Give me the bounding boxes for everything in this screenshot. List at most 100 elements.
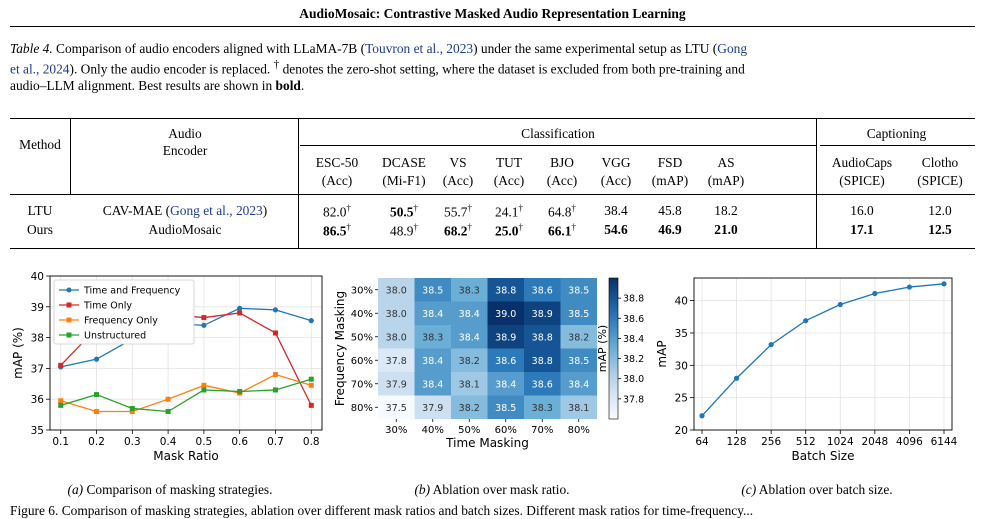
caption-text-5: audio–LLM alignment. Best results are sh…	[10, 78, 276, 94]
data-point	[129, 409, 135, 415]
running-header: AudioMosaic: Contrastive Masked Audio Re…	[299, 6, 686, 21]
data-point	[201, 315, 207, 321]
x-tick-label: 0.1	[52, 436, 69, 448]
y-axis-label: Frequency Masking	[333, 291, 347, 406]
heatmap-cell-label: 38.5	[568, 309, 589, 320]
heatmap-cell	[524, 372, 561, 396]
table-cell: 55.7†	[444, 203, 472, 220]
heatmap-cell-label: 38.4	[495, 379, 516, 390]
results-table: Method Audio Encoder Classification Capt…	[10, 118, 975, 249]
x-tick-label: 60%	[495, 425, 517, 436]
colorbar	[608, 277, 619, 420]
heatmap-cell-label: 38.3	[422, 332, 443, 343]
x-axis-label: Mask Ratio	[153, 449, 219, 463]
citation-gong-2024-cont[interactable]: et al., 2024	[10, 61, 70, 77]
dagger-mark: †	[467, 222, 472, 232]
heatmap-cell	[560, 325, 597, 349]
heatmap-cell-label: 38.3	[532, 403, 553, 414]
chart-masking-strategies: 35 36 37 38 39 40 0.1 0.2 0.3 0.4 0.5 0.6 0.7 0.8 Time…	[11, 271, 323, 463]
caption-text-2: ) under the same experimental setup as L…	[473, 41, 718, 56]
data-point	[308, 318, 314, 324]
data-point	[272, 387, 278, 393]
y-tick-label: 40%	[351, 309, 373, 320]
data-point	[308, 402, 314, 408]
caption-bold-word: bold	[275, 78, 301, 94]
heatmap-cell	[487, 301, 524, 325]
subheader-bjo: BJO	[550, 155, 574, 170]
dagger-mark: †	[346, 203, 351, 213]
x-tick-label: 0.7	[267, 436, 284, 448]
citation-gong-2023[interactable]: Gong et al., 2023	[170, 203, 263, 218]
table-caption: Table 4. Comparison of audio encoders al…	[10, 40, 975, 94]
data-point	[906, 284, 913, 290]
x-tick-label: 0.4	[160, 436, 177, 448]
data-point	[872, 290, 878, 297]
x-tick-label: 0.6	[231, 436, 248, 448]
subheader-vs: VS	[449, 155, 467, 170]
figure-caption-c-label: (c)	[741, 482, 757, 497]
y-tick-label: 70%	[351, 379, 373, 390]
y-tick-label: 30	[675, 360, 688, 372]
x-tick-label: 50%	[458, 425, 480, 436]
citation-touvron[interactable]: Touvron et al., 2023	[365, 41, 474, 56]
heatmap-cell-label: 38.4	[422, 379, 443, 390]
table-cell: 46.9	[658, 222, 682, 237]
y-tick-label: 30%	[351, 285, 373, 296]
figure-caption-b: (b) Ablation over mask ratio.	[332, 482, 652, 498]
dagger-mark: †	[413, 222, 418, 232]
colorbar-label: mAP (%)	[596, 325, 609, 372]
citation-gong-2024[interactable]: Gong	[717, 41, 748, 56]
heatmap-cell	[560, 395, 597, 419]
heatmap-cell	[414, 395, 451, 419]
subheader-metric-vs: (Acc)	[442, 173, 474, 188]
heatmap-cell-label: 38.6	[532, 285, 553, 296]
heatmap-cell	[378, 395, 415, 419]
figure-caption-a: (a) Comparison of masking strategies.	[10, 482, 330, 498]
legend-label: Time and Frequency	[83, 286, 181, 297]
heatmap-cell-label: 38.6	[532, 379, 553, 390]
y-tick-label: 60%	[351, 356, 373, 367]
legend-label: Time Only	[83, 301, 132, 312]
subheader-esc-50: ESC-50	[315, 155, 359, 170]
plot-frame	[693, 277, 953, 431]
x-tick-label: 70%	[531, 425, 553, 436]
table-cell: 18.2	[714, 203, 738, 218]
heatmap-cell-label: 38.6	[495, 356, 516, 367]
dagger-mark: †	[346, 222, 351, 232]
row-encoder-name: CAV-MAE (	[102, 203, 171, 218]
series-line-2	[60, 373, 312, 413]
x-axis-label: Batch Size	[792, 449, 855, 463]
caption-text-3: ). Only the audio encoder is replaced.	[69, 61, 274, 77]
heatmap-cell	[560, 278, 597, 302]
data-point	[837, 301, 843, 308]
heatmap-cell-label: 38.5	[568, 356, 589, 367]
dagger-symbol: †	[273, 59, 280, 71]
y-tick-label: 38	[31, 333, 44, 345]
series-line-3	[60, 378, 312, 413]
data-point	[272, 372, 278, 378]
dagger-mark: †	[518, 203, 523, 213]
table-bottom-rule	[10, 248, 975, 249]
legend-marker	[66, 317, 72, 323]
data-point	[201, 382, 207, 388]
subheader-audiocaps: AudioCaps	[831, 155, 893, 170]
heatmap-cell	[378, 325, 415, 349]
row-method: Ours	[26, 222, 54, 237]
data-point	[272, 307, 279, 313]
heatmap-cell	[451, 372, 488, 396]
figure-caption-c: (c) Ablation over batch size.	[652, 482, 982, 498]
subheader-metric-clotho: (SPICE)	[917, 173, 963, 188]
table-cell: 82.0†	[323, 203, 351, 220]
caption-text-4: denotes the zero-shot setting, where the…	[279, 61, 745, 77]
x-tick-label: 0.3	[124, 436, 141, 448]
subheader-vgg: VGG	[601, 155, 631, 170]
table-cell: 68.2†	[444, 222, 472, 239]
heatmap-cell-label: 38.8	[495, 285, 516, 296]
heatmap-cell	[451, 348, 488, 372]
series-line	[701, 283, 945, 417]
heatmap-cell-label: 38.3	[459, 285, 480, 296]
figure-caption-b-text: Ablation over mask ratio.	[430, 482, 570, 497]
heatmap-cell	[524, 325, 561, 349]
data-point	[941, 281, 947, 287]
header-captioning: Captioning	[866, 126, 927, 141]
